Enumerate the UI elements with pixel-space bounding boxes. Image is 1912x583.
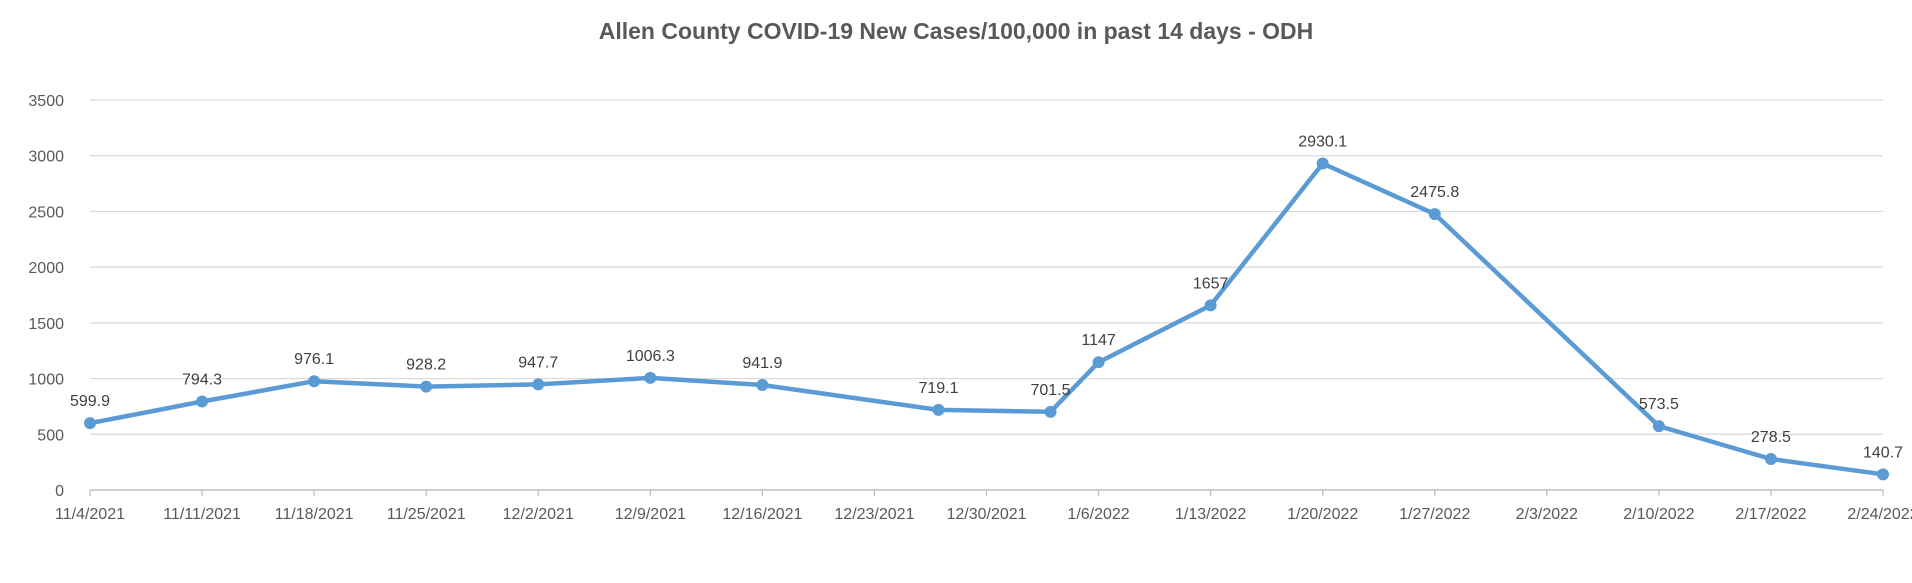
data-label: 1006.3: [626, 348, 675, 365]
data-label: 794.3: [182, 371, 222, 388]
x-tick-label: 11/25/2021: [387, 506, 466, 523]
data-point: [1652, 420, 1665, 433]
y-tick-label: 3000: [28, 149, 64, 166]
x-tick-label: 2/17/2022: [1735, 506, 1806, 523]
data-point: [644, 371, 657, 384]
x-tick-label: 11/18/2021: [275, 506, 354, 523]
y-tick-label: 3500: [28, 93, 64, 110]
x-tick-label: 1/20/2022: [1287, 506, 1358, 523]
series-line: [87, 161, 1886, 477]
data-point: [932, 403, 945, 416]
data-label: 941.9: [742, 355, 782, 372]
data-label: 599.9: [70, 393, 110, 410]
data-point: [532, 378, 545, 391]
data-label: 1147: [1081, 332, 1116, 349]
data-point: [1092, 356, 1105, 369]
x-tick-label: 2/10/2022: [1623, 506, 1694, 523]
x-tick-label: 2/3/2022: [1516, 506, 1578, 523]
data-label: 278.5: [1751, 429, 1791, 446]
y-tick-label: 1500: [28, 316, 64, 333]
data-point: [1428, 208, 1441, 221]
data-point: [196, 395, 209, 408]
x-tick-label: 1/27/2022: [1399, 506, 1470, 523]
x-tick-label: 12/16/2021: [722, 506, 802, 523]
y-tick-label: 2000: [28, 260, 64, 277]
x-tick-label: 2/24/2022: [1847, 506, 1912, 523]
data-label: 140.7: [1863, 444, 1903, 461]
x-tick-label: 12/9/2021: [615, 506, 686, 523]
y-tick-label: 2500: [28, 204, 64, 221]
data-label: 2930.1: [1298, 134, 1347, 151]
data-point: [1877, 468, 1889, 481]
data-point: [1764, 452, 1777, 465]
data-point: [420, 380, 433, 393]
x-tick-label: 1/13/2022: [1175, 506, 1246, 523]
data-label: 947.7: [518, 354, 558, 371]
x-tick-label: 12/2/2021: [503, 506, 574, 523]
data-point: [1044, 405, 1057, 418]
y-tick-label: 1000: [28, 372, 64, 389]
data-point: [1204, 299, 1217, 312]
x-tick-label: 1/6/2022: [1067, 506, 1129, 523]
x-tick-label: 12/30/2021: [946, 506, 1026, 523]
data-label: 976.1: [294, 351, 334, 368]
data-label: 928.2: [406, 357, 446, 374]
x-tick-label: 11/11/2021: [163, 506, 241, 523]
x-tick-label: 12/23/2021: [834, 506, 914, 523]
chart-title: Allen County COVID-19 New Cases/100,000 …: [598, 18, 1314, 44]
data-label: 573.5: [1639, 396, 1679, 413]
y-tick-label: 0: [55, 483, 64, 500]
data-label: 701.5: [1031, 382, 1071, 399]
data-point: [1316, 157, 1329, 170]
data-label: 2475.8: [1410, 184, 1459, 201]
data-point: [756, 379, 769, 392]
y-tick-label: 500: [37, 427, 64, 444]
data-point: [84, 417, 96, 430]
x-tick-label: 11/4/2021: [55, 506, 125, 523]
data-label: 719.1: [918, 380, 958, 397]
data-label: 1657: [1193, 275, 1229, 292]
data-point: [308, 375, 321, 388]
